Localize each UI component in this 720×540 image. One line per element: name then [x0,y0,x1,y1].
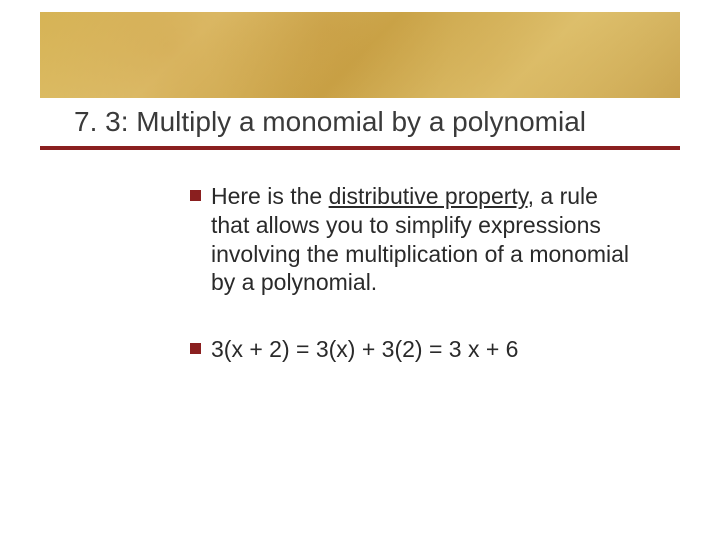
bullet-item: Here is the distributive property, a rul… [190,182,630,297]
text-pre: 3(x + 2) = 3(x) + 3(2) = 3 x + 6 [211,336,518,362]
title-underline-rule [40,146,680,150]
slide-body: Here is the distributive property, a rul… [190,182,630,402]
slide-title: 7. 3: Multiply a monomial by a polynomia… [40,106,680,146]
bullet-text: Here is the distributive property, a rul… [211,182,630,297]
bullet-text: 3(x + 2) = 3(x) + 3(2) = 3 x + 6 [211,335,518,364]
text-underlined: distributive property [329,183,528,209]
square-bullet-icon [190,190,201,201]
bullet-item: 3(x + 2) = 3(x) + 3(2) = 3 x + 6 [190,335,630,364]
slide-banner [40,12,680,98]
square-bullet-icon [190,343,201,354]
title-area: 7. 3: Multiply a monomial by a polynomia… [40,106,680,150]
text-pre: Here is the [211,183,329,209]
